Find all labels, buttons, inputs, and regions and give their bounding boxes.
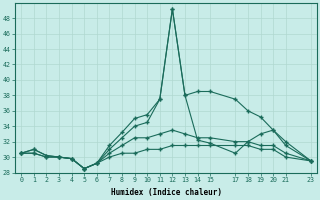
X-axis label: Humidex (Indice chaleur): Humidex (Indice chaleur) xyxy=(111,188,221,197)
